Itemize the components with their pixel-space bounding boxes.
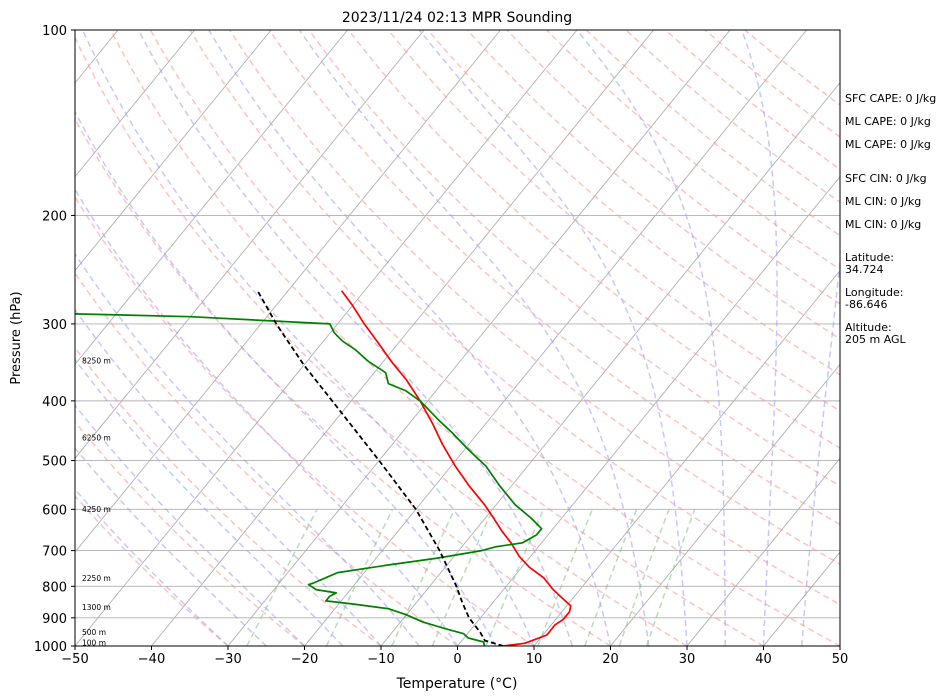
x-tick-label: −10 (367, 652, 394, 667)
chart-title: 2023/11/24 02:13 MPR Sounding (342, 10, 572, 26)
isotherm-line (75, 30, 425, 459)
ml-cape-text-2: ML CAPE: 0 J/kg (845, 138, 931, 151)
height-label: 6250 m (82, 433, 111, 442)
axes: −50 −40 −30 −20 −10 0 10 20 30 40 50 1000 900 800 700 6… (34, 24, 848, 667)
longitude-text: Longitude: -86.646 (845, 286, 904, 311)
y-tick-label: 200 (42, 209, 67, 224)
moist-adiabat-line (75, 110, 497, 646)
dry-adiabat-line (506, 30, 840, 305)
x-axis-label: Temperature (°C) (396, 676, 518, 692)
altitude-text: Altitude: 205 m AGL (845, 321, 906, 346)
isotherm-line (227, 30, 731, 646)
x-tick-label: 30 (679, 652, 696, 667)
x-tick-label: −50 (61, 652, 88, 667)
temperature-profile (340, 290, 572, 646)
dry-adiabat-line (75, 117, 611, 646)
mixing-ratio-line (618, 509, 670, 646)
isotherm-line (75, 30, 578, 646)
x-tick-label: −40 (138, 652, 165, 667)
moist-adiabat-line (75, 187, 459, 646)
x-tick-label: 40 (755, 652, 772, 667)
x-tick-label: 20 (602, 652, 619, 667)
dry-adiabat-line (75, 195, 535, 646)
series-layer (75, 290, 572, 646)
dry-adiabat-line (75, 346, 382, 646)
y-axis-label: Pressure (hPa) (9, 291, 24, 384)
isotherm-line (533, 269, 840, 646)
dewpoint-profile (75, 313, 543, 646)
y-tick-label: 100 (42, 24, 67, 39)
dry-adiabat-line (189, 30, 840, 606)
ml-cape-text: ML CAPE: 0 J/kg (845, 115, 931, 128)
dry-adiabat-line (75, 494, 229, 646)
isotherm-line (75, 30, 272, 272)
ml-cin-text: ML CIN: 0 J/kg (845, 195, 922, 208)
mixing-ratio-line (246, 508, 318, 646)
dry-adiabat-line (308, 30, 840, 487)
height-label: 500 m (82, 628, 106, 637)
mixing-ratio-line (391, 508, 456, 646)
dry-adiabat-line (347, 30, 840, 449)
moist-adiabat-line (137, 30, 574, 646)
x-tick-label: −30 (214, 652, 241, 667)
isotherm-line (75, 30, 195, 178)
isotherm-line (457, 175, 840, 646)
x-tick-label: 0 (453, 652, 461, 667)
isotherm-line (686, 457, 840, 646)
mixing-ratio-line (325, 508, 394, 646)
moist-adiabat-line (298, 30, 650, 646)
y-tick-label: 500 (42, 455, 67, 470)
dry-adiabat-line (387, 30, 840, 412)
isotherm-line (610, 363, 840, 646)
y-tick-label: 400 (42, 395, 67, 410)
mixing-ratio-line (584, 509, 638, 646)
background-lines (75, 30, 840, 646)
height-label: 100 m (82, 638, 106, 647)
moist-adiabat-line (75, 308, 382, 646)
isotherm-line (75, 30, 501, 553)
x-tick-label: −20 (291, 652, 318, 667)
dry-adiabat-line (75, 36, 688, 646)
moist-adiabat-line (75, 488, 229, 646)
y-tick-label: 700 (42, 545, 67, 560)
dry-adiabat-line (149, 30, 840, 646)
sfc-cape-text: SFC CAPE: 0 J/kg (845, 92, 937, 105)
moist-adiabat-line (801, 256, 840, 646)
mixing-ratio-line (537, 509, 594, 646)
moist-adiabat-line (208, 30, 612, 646)
dry-adiabat-line (110, 30, 764, 646)
moist-adiabat-line (741, 30, 778, 646)
dry-adiabat-line (75, 271, 458, 646)
moist-adiabat-line (75, 358, 344, 646)
height-label: 4250 m (82, 505, 111, 514)
moist-adiabat-line (418, 30, 688, 646)
moist-adiabat-line (75, 446, 267, 646)
sfc-cin-text: SFC CIN: 0 J/kg (845, 172, 927, 185)
y-tick-label: 300 (42, 318, 67, 333)
height-label: 8250 m (82, 356, 111, 365)
dry-adiabat-line (268, 30, 840, 526)
isotherm-line (304, 30, 807, 646)
y-tick-label: 600 (42, 503, 67, 518)
height-label: 2250 m (82, 574, 111, 583)
isotherm-line (151, 30, 654, 646)
moist-adiabat-line (75, 404, 306, 646)
isotherm-line (75, 30, 348, 366)
x-tick-label: 10 (526, 652, 543, 667)
dry-adiabat-line (228, 30, 840, 565)
isotherm-line (380, 82, 840, 646)
x-tick-label: 50 (832, 652, 849, 667)
ml-cin-text-2: ML CIN: 0 J/kg (845, 218, 922, 231)
latitude-text: Latitude: 34.724 (845, 251, 894, 276)
moist-adiabat-line (576, 30, 727, 646)
height-label: 1300 m (82, 603, 111, 612)
y-tick-label: 800 (42, 580, 67, 595)
mixing-ratio-line (645, 509, 696, 646)
y-tick-label: 1000 (34, 640, 67, 655)
y-tick-label: 900 (42, 612, 67, 627)
mixing-ratio-line (485, 509, 545, 646)
parcel-profile (256, 290, 504, 646)
